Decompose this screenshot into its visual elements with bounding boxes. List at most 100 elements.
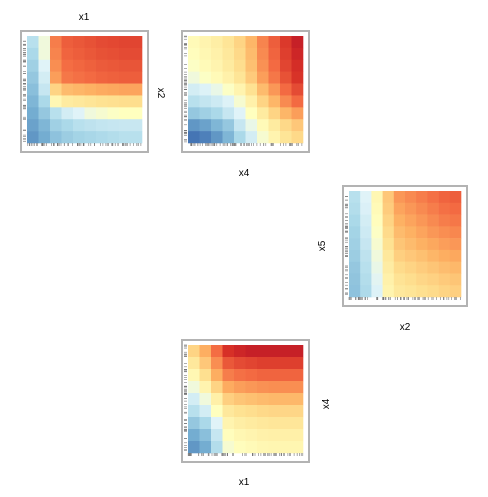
- heatmap-cell: [27, 107, 39, 120]
- heatmap-cell: [73, 71, 85, 84]
- heatmap-cell: [449, 273, 462, 286]
- heatmap-cell: [280, 95, 292, 108]
- heatmap-cell: [96, 107, 108, 120]
- heatmap-cell: [245, 131, 258, 144]
- heatmap-cell: [257, 95, 269, 108]
- heatmap-cell: [245, 393, 258, 406]
- heatmap-cell: [130, 36, 143, 49]
- heatmap-cells-x4-x2: [188, 36, 304, 144]
- heatmap-cell: [211, 417, 223, 430]
- heatmap-cell: [268, 71, 281, 84]
- heatmap-cell: [416, 214, 428, 227]
- heatmap-cell: [27, 47, 39, 61]
- heatmap-cell: [222, 345, 235, 358]
- heatmap-cell: [405, 191, 417, 204]
- heatmap-cell: [211, 131, 223, 144]
- heatmap-cell: [50, 131, 62, 144]
- heatmap-cell: [199, 83, 212, 96]
- heatmap-cell: [349, 273, 361, 286]
- heatmap-cells-x1: [27, 36, 143, 144]
- heatmap-cell: [107, 131, 120, 144]
- heatmap-cell: [427, 238, 439, 251]
- heatmap-cell: [245, 381, 258, 394]
- heatmap-cell: [257, 119, 269, 132]
- heatmap-cell: [38, 36, 51, 49]
- heatmap-cell: [371, 214, 383, 227]
- x-label-x4: x4: [239, 168, 250, 179]
- x-label-x1: x1: [239, 477, 250, 488]
- heatmap-cell: [119, 71, 131, 84]
- heatmap-cell: [107, 107, 120, 120]
- heatmap-cell: [291, 119, 304, 132]
- heatmap-cell: [291, 71, 304, 84]
- heatmap-cell: [38, 107, 51, 120]
- heatmap-cell: [199, 119, 212, 132]
- heatmap-cell: [291, 131, 304, 144]
- heatmap-cell: [222, 405, 235, 418]
- heatmap-cell: [211, 71, 223, 84]
- heatmap-cell: [96, 95, 108, 108]
- heatmap-cell: [222, 95, 235, 108]
- heatmap-cell: [84, 119, 97, 132]
- heatmap-cell: [245, 71, 258, 84]
- heatmap-cell: [234, 36, 246, 49]
- heatmap-cell: [107, 119, 120, 132]
- heatmap-cell: [222, 131, 235, 144]
- heatmap-cell: [245, 36, 258, 49]
- heatmap-cell: [291, 345, 304, 358]
- x-label-x2: x2: [400, 322, 411, 333]
- heatmap-cell: [371, 202, 383, 215]
- heatmap-cell: [73, 59, 85, 72]
- heatmap-cell: [222, 393, 235, 406]
- heatmap-cell: [427, 226, 439, 239]
- heatmap-cell: [107, 95, 120, 108]
- heatmap-cell: [280, 393, 292, 406]
- heatmap-cell: [222, 71, 235, 84]
- heatmap-cell: [427, 191, 439, 204]
- heatmap-cell: [119, 95, 131, 108]
- heatmap-cell: [371, 249, 383, 262]
- heatmap-cell: [211, 405, 223, 418]
- heatmap-cell: [234, 405, 246, 418]
- heatmap-cell: [257, 71, 269, 84]
- heatmap-cell: [268, 381, 281, 394]
- heatmap-cell: [257, 429, 269, 442]
- heatmap-cell: [73, 47, 85, 61]
- heatmap-cell: [280, 47, 292, 61]
- heatmap-cell: [416, 238, 428, 251]
- heatmap-cell: [50, 95, 62, 108]
- heatmap-cell: [405, 285, 417, 298]
- heatmap-cell: [291, 369, 304, 382]
- heatmap-cell: [234, 417, 246, 430]
- heatmap-cell: [188, 345, 200, 358]
- heatmap-cell: [119, 107, 131, 120]
- heatmap-cell: [438, 261, 451, 274]
- heatmap-cell: [245, 107, 258, 120]
- heatmap-cell: [211, 369, 223, 382]
- heatmap-cell: [449, 238, 462, 251]
- heatmap-cell: [360, 285, 372, 298]
- heatmap-cell: [438, 249, 451, 262]
- heatmap-cell: [222, 119, 235, 132]
- heatmap-cell: [107, 59, 120, 72]
- heatmap-cell: [73, 95, 85, 108]
- heatmap-cell: [188, 95, 200, 108]
- heatmap-cell: [257, 381, 269, 394]
- heatmap-cell: [50, 107, 62, 120]
- heatmap-cell: [257, 59, 269, 72]
- heatmap-cell: [349, 191, 361, 204]
- heatmap-cell: [360, 261, 372, 274]
- heatmap-cell: [50, 59, 62, 72]
- heatmap-cell: [234, 107, 246, 120]
- heatmap-cell: [257, 47, 269, 61]
- heatmap-cell: [50, 71, 62, 84]
- heatmap-cell: [222, 429, 235, 442]
- heatmap-cell: [61, 59, 74, 72]
- heatmap-cell: [416, 249, 428, 262]
- heatmap-cell: [222, 381, 235, 394]
- rug-ticks-x4-x2: [184, 35, 303, 146]
- heatmap-cell: [438, 214, 451, 227]
- heatmap-cell: [130, 119, 143, 132]
- heatmap-cell: [61, 107, 74, 120]
- heatmap-cell: [84, 131, 97, 144]
